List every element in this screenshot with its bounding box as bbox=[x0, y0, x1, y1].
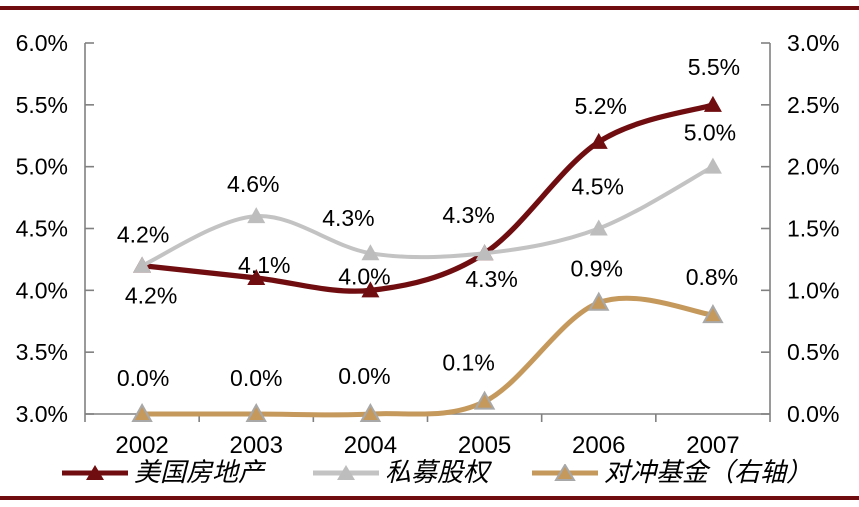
series-marker-triangle bbox=[247, 207, 266, 224]
right-axis-tick-label: 0.0% bbox=[787, 401, 839, 427]
series-marker-triangle bbox=[589, 219, 608, 236]
left-axis-tick-label: 4.0% bbox=[16, 277, 68, 303]
data-label: 0.0% bbox=[338, 363, 390, 389]
data-label: 4.1% bbox=[238, 252, 290, 278]
right-axis-tick-label: 2.0% bbox=[787, 154, 839, 180]
x-axis-category-label: 2003 bbox=[230, 432, 283, 459]
data-label: 4.6% bbox=[227, 171, 279, 197]
right-axis-tick-label: 1.0% bbox=[787, 277, 839, 303]
left-axis-tick-label: 5.5% bbox=[16, 92, 68, 118]
left-axis-tick-label: 4.5% bbox=[16, 216, 68, 242]
series-marker-triangle bbox=[245, 402, 267, 422]
data-label: 5.0% bbox=[684, 120, 736, 146]
data-label: 4.3% bbox=[465, 266, 517, 292]
x-axis-category-label: 2006 bbox=[572, 432, 625, 459]
series-marker-triangle bbox=[589, 132, 608, 149]
series-marker-triangle bbox=[361, 281, 380, 298]
series-marker-triangle bbox=[588, 291, 610, 311]
series-marker-triangle bbox=[247, 268, 266, 285]
data-label: 0.8% bbox=[686, 264, 738, 290]
top-border-rule bbox=[0, 6, 859, 10]
left-axis-tick-label: 3.0% bbox=[16, 401, 68, 427]
x-axis-category-label: 2007 bbox=[686, 432, 739, 459]
data-label: 4.2% bbox=[125, 283, 177, 309]
right-axis-tick-label: 0.5% bbox=[787, 339, 839, 365]
x-axis-category-label: 2002 bbox=[115, 432, 168, 459]
series-line-2 bbox=[140, 164, 715, 268]
data-label: 5.5% bbox=[688, 54, 740, 80]
data-label: 5.2% bbox=[575, 93, 627, 119]
data-label: 4.3% bbox=[442, 202, 494, 228]
data-label: 4.5% bbox=[572, 174, 624, 200]
series-marker-triangle bbox=[702, 304, 724, 324]
data-label: 0.1% bbox=[442, 350, 494, 376]
left-axis-tick-label: 6.0% bbox=[16, 30, 68, 56]
right-axis-tick-label: 2.5% bbox=[787, 92, 839, 118]
series-marker-triangle bbox=[703, 95, 722, 112]
series-marker-triangle bbox=[475, 244, 494, 261]
bottom-border-rule bbox=[0, 496, 859, 500]
right-axis-tick-label: 3.0% bbox=[787, 30, 839, 56]
series-marker-triangle bbox=[703, 157, 722, 174]
left-axis-tick-label: 5.0% bbox=[16, 154, 68, 180]
data-label: 4.2% bbox=[117, 222, 169, 248]
data-label: 0.0% bbox=[230, 365, 282, 391]
series-line-1 bbox=[139, 102, 716, 294]
left-axis-tick-label: 3.5% bbox=[16, 339, 68, 365]
series-line-3 bbox=[139, 295, 716, 418]
data-label: 4.0% bbox=[338, 263, 390, 289]
data-label: 0.0% bbox=[117, 365, 169, 391]
right-axis-tick-label: 1.5% bbox=[787, 216, 839, 242]
data-label: 4.3% bbox=[322, 205, 374, 231]
series-marker-triangle bbox=[473, 390, 496, 410]
series-marker-triangle bbox=[131, 402, 153, 422]
series-marker-triangle bbox=[359, 402, 382, 422]
series-marker-triangle bbox=[361, 244, 380, 261]
x-axis-category-label: 2005 bbox=[458, 432, 511, 459]
series-marker-triangle bbox=[133, 256, 152, 273]
data-label: 0.9% bbox=[571, 256, 623, 282]
x-axis-category-label: 2004 bbox=[344, 432, 397, 459]
